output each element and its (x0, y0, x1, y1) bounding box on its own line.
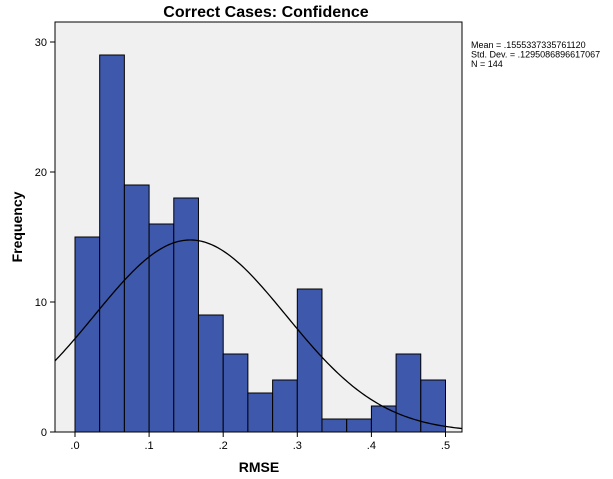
x-tick-label: .3 (293, 440, 302, 452)
stats-line: Std. Dev. = .1295086896617067 (471, 50, 600, 60)
normal-curve-layer (54, 239, 463, 430)
histogram-bars (74, 54, 447, 433)
y-tick-label: 20 (35, 167, 47, 179)
histogram-bar (148, 223, 175, 433)
histogram-bar (395, 353, 422, 433)
histogram-bar (99, 54, 125, 433)
y-tick-label: 10 (35, 297, 47, 309)
histogram-bar (346, 418, 372, 433)
y-axis: 0 10 20 30 (35, 37, 55, 439)
histogram-bar (296, 288, 323, 433)
histogram-bar (198, 314, 224, 433)
x-tick-label: .0 (70, 440, 79, 452)
y-tick-label: 0 (41, 427, 47, 439)
x-tick-label: .2 (219, 440, 228, 452)
histogram-bar (123, 184, 150, 433)
x-axis-title: RMSE (239, 459, 279, 475)
x-tick-label: .4 (367, 440, 376, 452)
histogram-bar (247, 392, 274, 433)
chart-title: Correct Cases: Confidence (163, 4, 368, 21)
y-tick-label: 30 (35, 37, 47, 49)
histogram-bar (321, 418, 348, 433)
histogram-bar (272, 379, 298, 433)
stats-line: Mean = .1555337335761120 (471, 40, 586, 50)
histogram-bar (173, 197, 199, 433)
stats-line: N = 144 (471, 59, 503, 69)
histogram-bar (420, 379, 447, 433)
histogram-bar (370, 405, 397, 433)
normal-curve (54, 239, 463, 430)
x-tick-label: .1 (145, 440, 154, 452)
histogram-bar (222, 353, 249, 433)
x-axis: .0 .1 .2 .3 .4 .5 (70, 432, 450, 452)
y-axis-title: Frequency (9, 191, 25, 262)
x-tick-label: .5 (441, 440, 450, 452)
